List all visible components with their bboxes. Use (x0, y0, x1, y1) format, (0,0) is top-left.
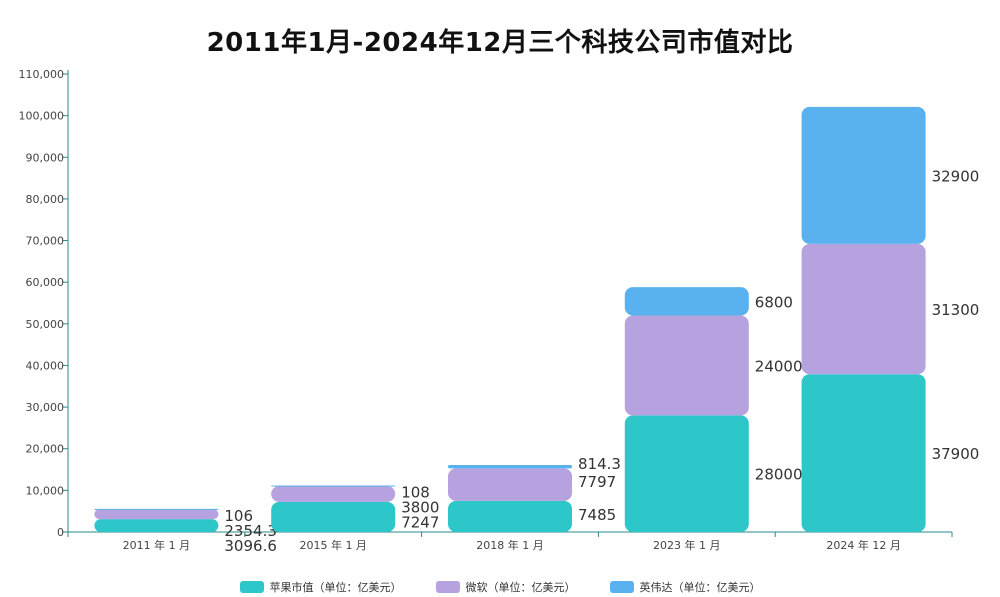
legend-label: 苹果市值（单位：亿美元） (269, 581, 402, 594)
bar-segment (94, 508, 219, 510)
data-label: 3800 (401, 499, 439, 517)
legend-item[interactable]: 微软（单位：亿美元） (435, 578, 576, 596)
bar-segment (448, 500, 572, 532)
legend-swatch (239, 581, 264, 593)
bar-segment (624, 287, 749, 316)
bar-segment (624, 415, 749, 532)
bar-segment (271, 501, 396, 532)
legend-label: 英伟达（单位：亿美元） (639, 581, 761, 594)
y-tick-label: 50,000 (26, 318, 65, 331)
x-tick-label: 2024 年 12 月 (826, 538, 900, 552)
bar-segment (448, 468, 572, 501)
bar-segment (94, 509, 219, 520)
data-label: 106 (224, 507, 253, 525)
y-tick-label: 10,000 (26, 484, 65, 497)
data-label: 3096.6 (224, 537, 277, 555)
data-label: 24000 (755, 357, 803, 375)
y-tick-label: 30,000 (26, 401, 65, 414)
y-tick-label: 20,000 (26, 443, 65, 456)
y-tick-label: 110,000 (19, 68, 65, 81)
data-label: 31300 (932, 301, 980, 319)
bar-segment (801, 106, 926, 244)
y-tick-label: 70,000 (26, 235, 65, 248)
chart-legend: 苹果市值（单位：亿美元） 微软（单位：亿美元） 英伟达（单位：亿美元） (0, 578, 1000, 596)
y-tick-label: 40,000 (26, 359, 65, 372)
chart-title: 2011年1月-2024年12月三个科技公司市值对比 (206, 28, 794, 58)
data-label: 32900 (932, 167, 980, 185)
bar-segment (448, 464, 572, 469)
y-tick-label: 90,000 (26, 151, 65, 164)
bar-segment (271, 486, 396, 502)
legend-item[interactable]: 英伟达（单位：亿美元） (609, 578, 761, 596)
data-label: 7247 (401, 514, 439, 532)
legend-label: 微软（单位：亿美元） (465, 581, 576, 594)
y-tick-label: 100,000 (19, 110, 65, 123)
data-label: 108 (401, 484, 430, 502)
x-tick-label: 2011 年 1 月 (123, 538, 190, 552)
x-tick-label: 2018 年 1 月 (476, 538, 543, 552)
legend-item[interactable]: 苹果市值（单位：亿美元） (239, 578, 402, 596)
bar-segment (94, 519, 219, 532)
bar-segment (801, 243, 926, 375)
y-tick-label: 80,000 (26, 193, 65, 206)
legend-swatch (435, 581, 460, 593)
data-label: 7485 (578, 506, 616, 524)
bar-segment (271, 485, 396, 487)
x-tick-label: 2023 年 1 月 (653, 538, 720, 552)
data-label: 37900 (932, 445, 980, 463)
x-tick-label: 2015 年 1 月 (299, 538, 366, 552)
y-tick-label: 0 (57, 526, 64, 539)
legend-swatch (609, 581, 634, 593)
y-tick-label: 60,000 (26, 276, 65, 289)
bar-segment (801, 374, 926, 532)
data-label: 814.3 (578, 455, 621, 473)
data-label: 7797 (578, 473, 616, 491)
data-label: 6800 (755, 293, 793, 311)
bar-segment (624, 315, 749, 416)
data-label: 2354.3 (224, 522, 277, 540)
data-label: 28000 (755, 466, 803, 484)
